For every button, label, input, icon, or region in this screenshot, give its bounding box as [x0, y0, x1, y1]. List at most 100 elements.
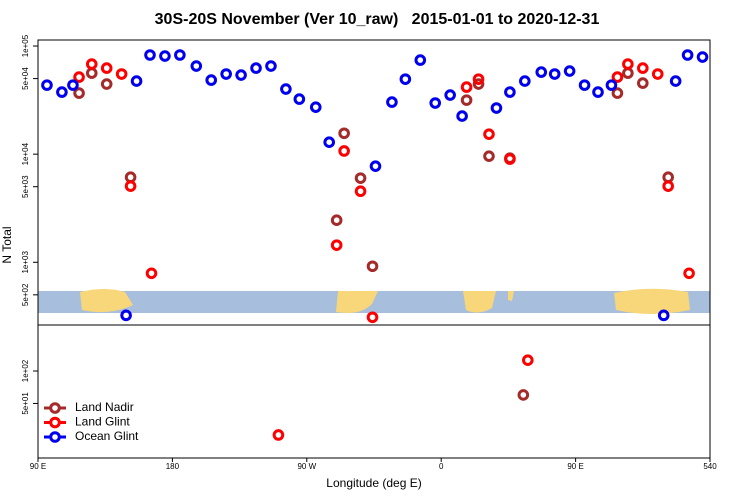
y-tick-label: 5e+04	[21, 67, 30, 90]
point	[460, 94, 473, 106]
land-ocean-strip	[38, 288, 710, 314]
point	[250, 62, 262, 74]
y-tick-label: 1e+03	[21, 250, 30, 273]
point	[330, 239, 343, 251]
point	[354, 185, 367, 198]
point	[73, 71, 85, 83]
point	[67, 79, 79, 91]
point	[100, 78, 113, 90]
point	[483, 150, 495, 162]
point	[265, 60, 277, 72]
point	[144, 49, 156, 61]
point	[41, 79, 53, 91]
point	[637, 77, 649, 89]
point	[522, 354, 534, 366]
point	[578, 79, 591, 91]
point	[669, 75, 682, 87]
point	[85, 67, 98, 79]
point	[683, 267, 695, 280]
point	[73, 87, 85, 99]
point	[309, 101, 322, 113]
point	[519, 75, 531, 87]
point	[399, 73, 412, 85]
legend-label: Land Glint	[75, 415, 130, 429]
point	[456, 110, 468, 122]
point	[483, 128, 495, 140]
point	[681, 49, 694, 61]
point	[56, 86, 68, 98]
point	[130, 75, 143, 87]
land-blob	[614, 288, 690, 314]
point	[651, 68, 664, 80]
point	[657, 309, 670, 322]
point	[490, 102, 503, 114]
y-tick-label: 5e+02	[21, 283, 30, 306]
x-tick-label: 90 W	[297, 462, 316, 471]
point	[548, 68, 561, 80]
point	[280, 83, 292, 95]
x-tick-label: 90 E	[30, 462, 46, 471]
point	[235, 69, 247, 81]
point	[460, 81, 473, 93]
point	[429, 97, 442, 109]
land-blob	[508, 291, 514, 301]
ocean-band	[38, 291, 710, 313]
point	[366, 311, 379, 324]
y-axis-label: N Total	[0, 226, 14, 263]
point	[159, 50, 171, 62]
y-tick-label: 5e+01	[21, 392, 30, 415]
point	[504, 153, 516, 165]
y-tick-label: 1e+02	[21, 359, 30, 382]
point	[414, 54, 427, 66]
x-axis-label: Longitude (deg E)	[326, 476, 421, 490]
point	[124, 171, 137, 184]
point	[592, 86, 604, 98]
point	[293, 93, 306, 105]
point	[272, 429, 285, 441]
point	[504, 86, 516, 98]
point	[563, 65, 576, 77]
y-tick-label: 1e+05	[21, 34, 30, 57]
point	[323, 136, 336, 148]
point	[622, 58, 634, 70]
point	[124, 180, 137, 192]
point	[338, 145, 350, 157]
land-blob	[336, 291, 378, 313]
x-tick-label: 0	[439, 462, 444, 471]
point	[444, 89, 456, 101]
point	[330, 214, 343, 227]
point	[535, 66, 548, 78]
point	[145, 267, 158, 280]
point	[85, 58, 98, 70]
point	[369, 160, 382, 172]
bottom-panel-frame	[37, 324, 711, 459]
point	[637, 62, 649, 74]
point	[366, 260, 379, 273]
point	[696, 51, 709, 63]
legend-marker	[49, 431, 61, 443]
point	[100, 62, 113, 74]
point	[472, 78, 485, 90]
point	[220, 68, 232, 80]
x-tick-label: 90 E	[567, 462, 583, 471]
land-blob	[80, 289, 133, 313]
point	[354, 172, 367, 184]
point	[120, 309, 132, 322]
point	[174, 49, 186, 61]
point	[386, 96, 398, 108]
point	[190, 60, 203, 72]
point	[115, 68, 128, 80]
point	[611, 71, 624, 83]
point	[205, 74, 218, 86]
x-tick-label: 180	[166, 462, 180, 471]
point	[611, 87, 624, 99]
point	[662, 180, 674, 192]
x-tick-label: 540	[703, 462, 717, 471]
y-tick-label: 1e+04	[21, 142, 30, 165]
legend-label: Ocean Glint	[75, 429, 139, 443]
point	[338, 127, 350, 140]
point	[605, 79, 618, 91]
legend-label: Land Nadir	[75, 400, 134, 414]
point	[622, 67, 634, 79]
